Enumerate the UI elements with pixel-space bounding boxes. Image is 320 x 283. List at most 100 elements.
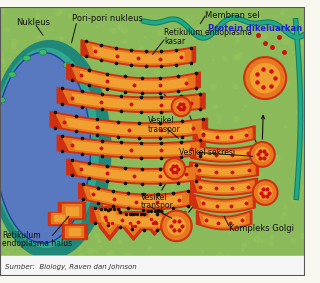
- Circle shape: [258, 16, 261, 19]
- Circle shape: [302, 185, 307, 190]
- Circle shape: [4, 251, 9, 256]
- Circle shape: [264, 69, 269, 74]
- Circle shape: [250, 80, 254, 85]
- Circle shape: [175, 93, 180, 98]
- Circle shape: [52, 29, 54, 32]
- Text: Retikulum: Retikulum: [2, 231, 41, 240]
- Circle shape: [191, 50, 195, 54]
- Circle shape: [12, 64, 18, 70]
- Circle shape: [78, 253, 84, 259]
- Circle shape: [47, 46, 53, 53]
- Text: endoplasma halus: endoplasma halus: [2, 239, 72, 248]
- Circle shape: [54, 239, 56, 241]
- Polygon shape: [201, 200, 247, 209]
- Circle shape: [87, 247, 94, 254]
- Circle shape: [292, 32, 294, 34]
- Circle shape: [43, 245, 47, 250]
- Circle shape: [225, 254, 229, 258]
- Circle shape: [108, 250, 115, 257]
- Circle shape: [156, 29, 163, 36]
- Circle shape: [194, 216, 199, 221]
- Circle shape: [140, 192, 147, 199]
- Circle shape: [204, 35, 209, 40]
- Circle shape: [33, 104, 35, 107]
- Circle shape: [113, 18, 115, 20]
- Circle shape: [48, 181, 52, 185]
- Polygon shape: [104, 212, 115, 229]
- Circle shape: [110, 86, 113, 89]
- Polygon shape: [124, 212, 143, 240]
- Text: Protein dikeluarkan: Protein dikeluarkan: [208, 24, 302, 33]
- Polygon shape: [67, 159, 200, 184]
- Circle shape: [156, 86, 159, 88]
- Circle shape: [23, 92, 29, 98]
- Circle shape: [23, 146, 29, 153]
- Circle shape: [122, 60, 127, 65]
- Circle shape: [155, 225, 159, 230]
- Circle shape: [202, 213, 209, 220]
- Polygon shape: [67, 64, 200, 93]
- Circle shape: [97, 101, 103, 107]
- Circle shape: [84, 91, 87, 94]
- Circle shape: [253, 180, 277, 205]
- Circle shape: [2, 54, 4, 56]
- Polygon shape: [81, 40, 196, 67]
- Circle shape: [235, 39, 240, 44]
- Circle shape: [83, 173, 89, 179]
- Circle shape: [59, 36, 64, 41]
- Circle shape: [46, 35, 48, 37]
- Circle shape: [157, 211, 161, 215]
- Circle shape: [69, 99, 73, 103]
- Polygon shape: [69, 228, 80, 235]
- Circle shape: [72, 221, 77, 227]
- Circle shape: [244, 57, 286, 99]
- Circle shape: [258, 185, 273, 200]
- Circle shape: [79, 186, 86, 193]
- Circle shape: [252, 210, 255, 213]
- Circle shape: [11, 43, 16, 49]
- Circle shape: [250, 85, 253, 88]
- Circle shape: [295, 134, 298, 137]
- Polygon shape: [193, 194, 255, 213]
- Circle shape: [111, 28, 117, 34]
- Polygon shape: [91, 207, 186, 230]
- Circle shape: [213, 205, 218, 210]
- Text: Vesikel sekresi: Vesikel sekresi: [179, 148, 236, 157]
- Polygon shape: [126, 214, 141, 235]
- Circle shape: [16, 50, 18, 53]
- Circle shape: [10, 231, 16, 237]
- Circle shape: [234, 54, 241, 61]
- Circle shape: [261, 33, 268, 39]
- Text: transpor: transpor: [148, 125, 180, 134]
- Text: kasar: kasar: [164, 37, 185, 46]
- Circle shape: [51, 224, 57, 230]
- Circle shape: [28, 192, 30, 195]
- Circle shape: [78, 88, 81, 91]
- Circle shape: [59, 83, 64, 88]
- Polygon shape: [150, 213, 159, 226]
- Circle shape: [147, 258, 152, 263]
- Circle shape: [184, 168, 188, 172]
- Polygon shape: [90, 190, 181, 206]
- Circle shape: [269, 234, 274, 239]
- Circle shape: [283, 211, 287, 216]
- Circle shape: [207, 41, 210, 44]
- Circle shape: [139, 46, 143, 50]
- Circle shape: [36, 41, 41, 46]
- Circle shape: [175, 36, 182, 43]
- Circle shape: [211, 58, 215, 62]
- Circle shape: [287, 34, 294, 40]
- Circle shape: [274, 154, 281, 161]
- Polygon shape: [58, 202, 85, 219]
- Circle shape: [145, 181, 148, 184]
- Circle shape: [199, 15, 201, 17]
- Circle shape: [178, 180, 182, 184]
- Circle shape: [45, 160, 48, 162]
- Circle shape: [295, 109, 302, 116]
- Circle shape: [101, 132, 107, 138]
- Circle shape: [109, 28, 112, 30]
- Circle shape: [83, 79, 89, 85]
- Polygon shape: [100, 213, 176, 226]
- Polygon shape: [72, 67, 195, 91]
- Circle shape: [300, 233, 306, 239]
